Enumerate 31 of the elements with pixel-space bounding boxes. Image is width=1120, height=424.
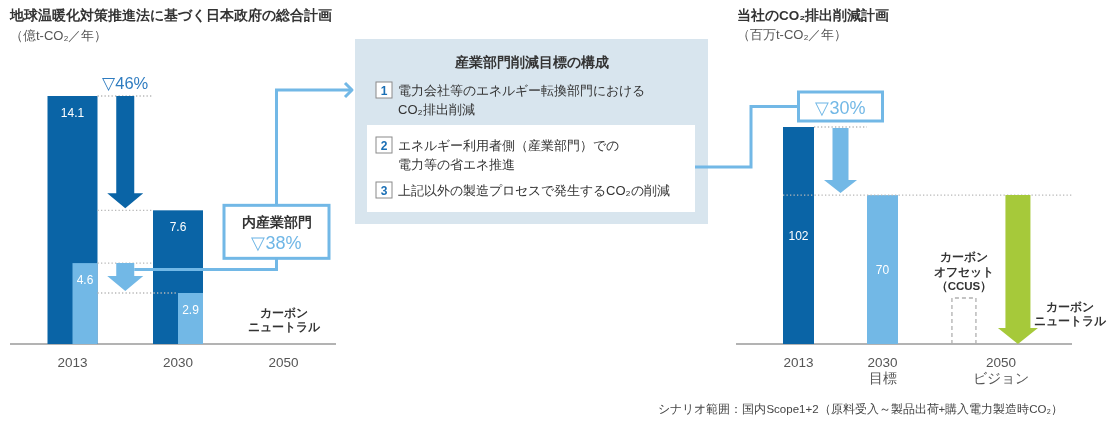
title: 当社のCO₂排出削減計画 (737, 7, 890, 23)
item: 電力会社等のエネルギー転換部門におけるCO₂排出削減 (398, 82, 645, 117)
x-tick-label: 2030 目標 (867, 354, 898, 386)
data-label: 2.9 (182, 303, 199, 317)
x-tick-label: 2050 (268, 354, 299, 370)
subtitle: （百万t-CO₂／年） (737, 26, 848, 42)
x-tick-label: 2050 ビジョン (972, 354, 1029, 386)
item: 上記以外の製造プロセスで発生するCO₂の削減 (398, 182, 670, 198)
annotation: ▽30% (815, 97, 866, 118)
annotation: カーボンニュートラル (247, 307, 320, 333)
note: シナリオ範囲：国内Scope1+2（原料受入～製品出荷+購入電力製造時CO₂） (658, 403, 1063, 415)
data-label: 7.6 (169, 220, 187, 235)
data-label: 70 (875, 262, 890, 277)
data-label: 102 (788, 228, 809, 243)
badge-number: 2 (380, 138, 388, 153)
item: エネルギー利用者側（産業部門）での電力等の省エネ推進 (398, 137, 619, 172)
data-label: 14.1 (60, 106, 85, 120)
annotation: ▽38% (251, 233, 302, 254)
annotation: カーボンオフセット（CCUS） (933, 251, 994, 292)
badge-number: 1 (380, 83, 388, 98)
title: 地球温暖化対策推進法に基づく日本政府の総合計画 (10, 7, 332, 23)
annotation: カーボンニュートラル (1033, 301, 1106, 327)
annotation: 内産業部門 (241, 214, 312, 230)
annotation: ▽46% (102, 74, 149, 92)
x-tick-label: 2030 (163, 354, 193, 370)
x-tick-label: 2013 (783, 354, 814, 370)
subtitle: （億t-CO₂／年） (10, 27, 108, 43)
badge-number: 3 (380, 183, 388, 198)
x-tick-label: 2013 (57, 354, 88, 370)
data-label: 4.6 (76, 273, 94, 288)
title: 産業部門削減目標の構成 (454, 54, 609, 70)
